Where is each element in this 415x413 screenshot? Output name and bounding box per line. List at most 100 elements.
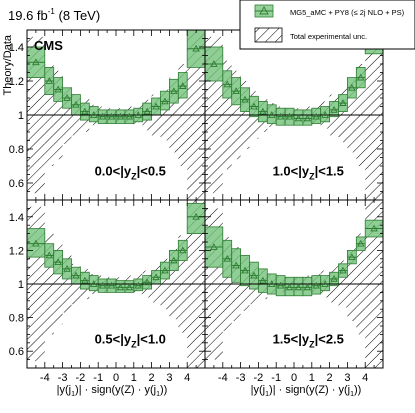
data-marker bbox=[178, 246, 187, 254]
data-marker bbox=[192, 44, 200, 52]
data-marker bbox=[116, 112, 125, 120]
x-title-left-part-2: )| · sign(y(Z) · y(j bbox=[75, 384, 156, 396]
data-marker bbox=[312, 112, 321, 120]
data-marker bbox=[134, 111, 143, 118]
x-axis-title-right: |y(j1)| · sign(y(Z) · y(j1)) bbox=[251, 384, 362, 398]
data-marker bbox=[259, 276, 267, 284]
legend-entry-theory: MG5_aMC + PY8 (≤ 2j NLO + PS) bbox=[254, 4, 405, 18]
data-marker bbox=[72, 271, 80, 279]
data-marker bbox=[54, 258, 62, 266]
data-marker bbox=[125, 112, 134, 120]
data-marker bbox=[321, 111, 329, 118]
panel-plot-area bbox=[27, 30, 205, 200]
data-marker bbox=[152, 102, 160, 110]
x-tick-label: 4 bbox=[184, 372, 190, 384]
x-title-left-sub-2: 1 bbox=[156, 391, 160, 398]
cms-label: CMS bbox=[34, 38, 63, 53]
data-marker bbox=[192, 212, 200, 220]
y-tick-label: 0.6 bbox=[9, 346, 24, 358]
x-tick-label: 2 bbox=[327, 372, 333, 384]
panel-rapidity-label: 1.0<|yZ|<1.5 bbox=[273, 163, 344, 181]
panel-label-sub: Z bbox=[131, 340, 137, 350]
panel-label-sub: Z bbox=[131, 171, 137, 181]
panel-label-sub: Z bbox=[309, 171, 315, 181]
data-marker bbox=[81, 276, 89, 284]
data-marker bbox=[89, 280, 98, 287]
theory-band bbox=[302, 276, 313, 297]
x-tick-label: -3 bbox=[58, 372, 68, 384]
data-marker bbox=[152, 273, 160, 281]
x-tick-label: 0 bbox=[113, 372, 119, 384]
x-title-right-part-2: )| · sign(y(Z) · y(j bbox=[269, 384, 350, 396]
data-marker bbox=[63, 94, 71, 101]
data-marker bbox=[232, 87, 240, 95]
lumi-value: 19.6 fb bbox=[8, 8, 48, 23]
data-marker bbox=[267, 111, 276, 118]
panel-label-suffix: |<0.5 bbox=[137, 163, 166, 178]
panel-plot-area bbox=[205, 30, 383, 200]
data-marker bbox=[143, 278, 151, 286]
data-marker bbox=[161, 97, 169, 105]
panel-label-sub: Z bbox=[309, 340, 315, 350]
data-marker bbox=[161, 266, 169, 274]
theory-band bbox=[293, 109, 304, 126]
x-tick-label: -3 bbox=[236, 372, 246, 384]
data-marker bbox=[339, 266, 347, 274]
x-tick-label: -1 bbox=[271, 372, 281, 384]
data-marker bbox=[116, 283, 125, 291]
x-title-right-part-1: |y(j bbox=[251, 384, 265, 396]
data-marker bbox=[285, 283, 294, 291]
x-tick-label: 4 bbox=[362, 372, 368, 384]
data-marker bbox=[72, 100, 80, 108]
data-marker bbox=[285, 112, 294, 120]
data-marker bbox=[81, 107, 89, 115]
data-marker bbox=[134, 281, 143, 289]
panel-rapidity-label: 0.5<|yZ|<1.0 bbox=[95, 332, 166, 350]
y-tick-label: 0.8 bbox=[9, 144, 24, 156]
x-tick-label: 0 bbox=[291, 372, 297, 384]
legend-triangle-icon bbox=[259, 6, 269, 15]
y-tick-label: 1.2 bbox=[9, 245, 24, 257]
data-marker bbox=[54, 85, 62, 93]
data-marker bbox=[210, 243, 218, 250]
panel-top-right: 1.0<|yZ|<1.5 bbox=[204, 29, 384, 201]
theory-band bbox=[124, 280, 135, 293]
theory-band bbox=[284, 276, 295, 297]
data-marker bbox=[276, 112, 285, 120]
data-marker bbox=[276, 281, 285, 289]
data-marker bbox=[45, 77, 54, 84]
data-marker bbox=[250, 271, 258, 279]
panel-label-suffix: |<1.0 bbox=[137, 332, 166, 347]
data-marker bbox=[178, 82, 187, 89]
x-tick-label: -4 bbox=[218, 372, 228, 384]
data-marker bbox=[170, 87, 178, 95]
data-marker bbox=[267, 280, 276, 287]
theory-band bbox=[311, 107, 322, 124]
panel-label-prefix: 0.0<|y bbox=[95, 163, 132, 178]
x-title-left-part-3: )) bbox=[160, 384, 167, 396]
theory-band bbox=[311, 275, 322, 295]
data-marker bbox=[241, 266, 249, 274]
panel-label-prefix: 1.5<|y bbox=[273, 332, 310, 347]
lumi-exponent: -1 bbox=[48, 7, 56, 16]
data-marker bbox=[294, 114, 303, 122]
data-marker bbox=[303, 283, 312, 291]
legend-hatch-swatch bbox=[254, 27, 283, 43]
data-marker bbox=[250, 102, 258, 110]
data-marker bbox=[312, 281, 321, 289]
panel-rapidity-label: 0.0<|yZ|<0.5 bbox=[95, 163, 166, 181]
data-marker bbox=[89, 111, 98, 118]
x-tick-label: -1 bbox=[93, 372, 103, 384]
data-marker bbox=[330, 275, 338, 282]
x-tick-label: -4 bbox=[40, 372, 50, 384]
data-marker bbox=[170, 256, 178, 264]
data-marker bbox=[348, 83, 356, 91]
data-marker bbox=[348, 253, 356, 260]
data-marker bbox=[259, 107, 267, 115]
x-tick-label: 1 bbox=[131, 372, 137, 384]
panel-rapidity-label: 1.5<|yZ|<2.5 bbox=[273, 332, 344, 350]
data-marker bbox=[143, 107, 151, 115]
theory-band bbox=[320, 106, 331, 123]
panel-bottom-right: -4 -3 -2 -1 0 1 2 3 4 1.5<|yZ|<2.5 bbox=[204, 199, 384, 384]
theory-band bbox=[329, 101, 339, 118]
